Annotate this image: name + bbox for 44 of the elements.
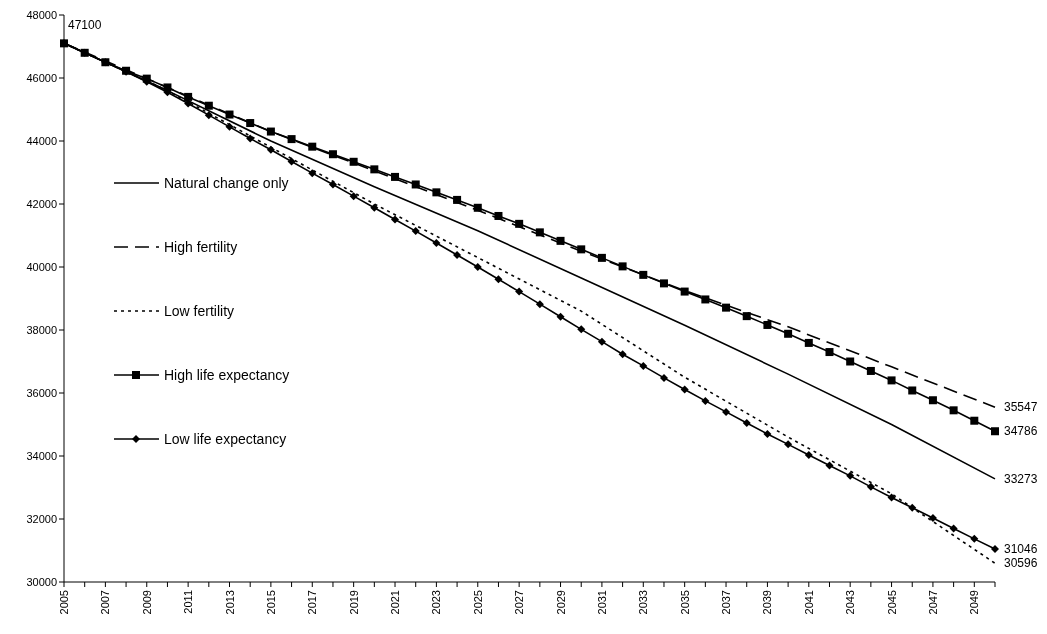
x-tick-label: 2049	[968, 590, 981, 615]
y-tick-label: 42000	[26, 198, 57, 210]
x-tick-label: 2017	[306, 590, 319, 615]
x-tick-label: 2015	[264, 590, 277, 615]
y-tick-label: 44000	[26, 135, 57, 147]
data-label: 31046	[1004, 542, 1038, 557]
x-tick-label: 2009	[140, 590, 153, 615]
y-tick-label: 32000	[26, 513, 57, 525]
x-tick-label: 2045	[885, 590, 898, 615]
x-tick-label: 2035	[678, 590, 691, 615]
data-label: 30596	[1004, 556, 1038, 571]
y-tick-label: 30000	[26, 576, 57, 588]
x-tick-label: 2027	[513, 590, 526, 615]
legend-label: High fertility	[164, 239, 238, 255]
x-tick-label: 2037	[720, 590, 733, 615]
x-tick-label: 2021	[389, 590, 402, 615]
x-tick-label: 2033	[637, 590, 650, 615]
x-tick-label: 2019	[347, 590, 360, 615]
x-tick-label: 2005	[58, 590, 70, 615]
y-tick-label: 34000	[26, 450, 57, 462]
legend-label: Low fertility	[164, 303, 235, 319]
data-label: 35547	[1004, 400, 1038, 415]
y-tick-label: 46000	[26, 72, 57, 84]
x-tick-label: 2039	[761, 590, 774, 615]
x-tick-label: 2025	[471, 590, 484, 615]
x-tick-label: 2007	[99, 590, 112, 615]
x-tick-label: 2023	[430, 590, 443, 615]
data-label: 33273	[1004, 471, 1038, 486]
x-tick-label: 2011	[182, 590, 195, 614]
data-label: 34786	[1004, 424, 1038, 439]
x-tick-label: 2043	[844, 590, 857, 615]
legend-label: High life expectancy	[164, 367, 290, 383]
x-tick-label: 2029	[554, 590, 567, 615]
y-tick-label: 36000	[26, 387, 57, 399]
y-tick-label: 38000	[26, 324, 57, 336]
legend-label: Natural change only	[164, 175, 289, 191]
y-tick-label: 48000	[26, 9, 57, 21]
x-tick-label: 2013	[223, 590, 236, 615]
y-tick-label: 40000	[26, 261, 57, 273]
x-tick-label: 2041	[802, 590, 815, 615]
x-tick-label: 2047	[926, 590, 939, 615]
data-label: 47100	[68, 18, 102, 33]
x-tick-label: 2031	[595, 590, 608, 615]
legend-label: Low life expectancy	[164, 431, 287, 447]
